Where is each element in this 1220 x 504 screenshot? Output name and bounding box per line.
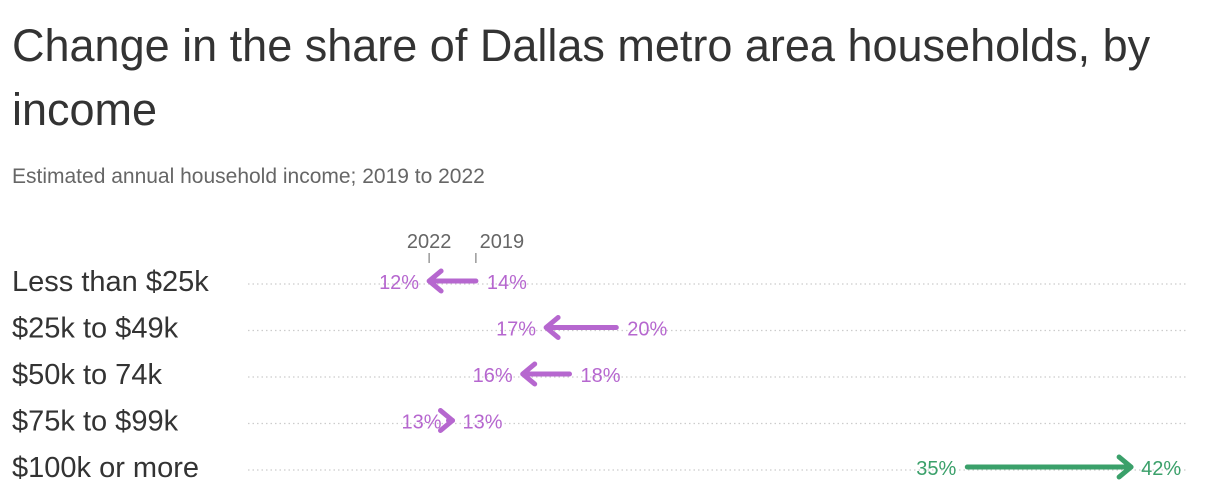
- end-value-label: 42%: [1141, 458, 1181, 480]
- arrow-head: [543, 315, 561, 340]
- arrow-head: [426, 268, 444, 294]
- end-value-label: 13%: [463, 412, 503, 434]
- start-value-label: 35%: [916, 458, 956, 480]
- start-value-label: 14%: [487, 272, 527, 294]
- header-label-end-year: 2022: [407, 231, 452, 253]
- category-label: $100k or more: [12, 452, 199, 484]
- header-label-start-year: 2019: [480, 231, 525, 253]
- end-value-label: 12%: [379, 272, 419, 294]
- end-value-label: 16%: [473, 365, 513, 387]
- category-label: $50k to 74k: [12, 359, 162, 391]
- chart-subtitle: Estimated annual household income; 2019 …: [12, 165, 485, 188]
- end-value-label: 17%: [496, 319, 536, 341]
- arrow-head: [520, 361, 538, 387]
- category-label: $25k to $49k: [12, 313, 179, 345]
- arrow-head: [1116, 454, 1134, 480]
- start-value-label: 13%: [401, 412, 441, 434]
- category-label: $75k to $99k: [12, 406, 179, 438]
- start-value-label: 18%: [581, 365, 621, 387]
- arrow-head: [438, 408, 455, 433]
- chart-title: Change in the share of Dallas metro area…: [12, 20, 1151, 135]
- category-label: Less than $25k: [12, 266, 209, 298]
- start-value-label: 20%: [627, 319, 667, 341]
